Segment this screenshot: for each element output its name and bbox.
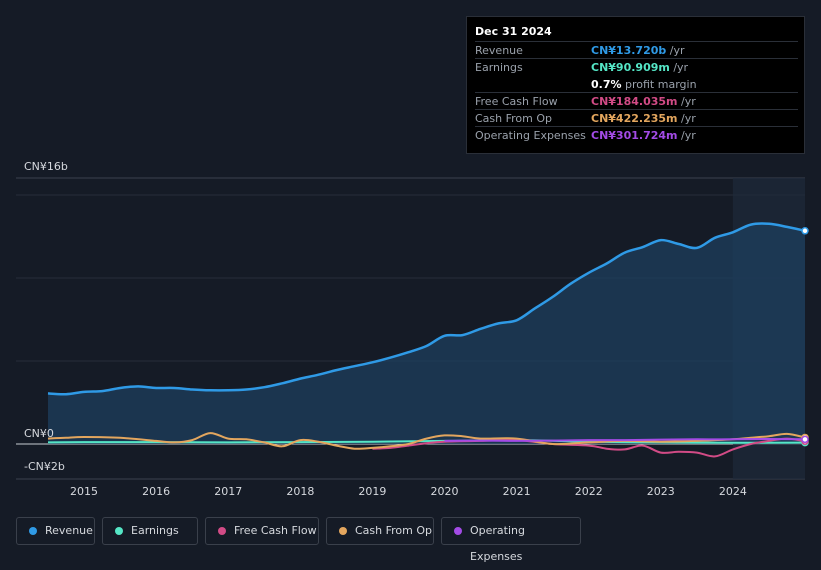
legend-item-earnings[interactable]: Earnings <box>102 517 198 545</box>
x-tick-label: 2019 <box>358 485 386 498</box>
x-tick-label: 2016 <box>142 485 170 498</box>
series-end-marker-revenue <box>801 227 809 235</box>
x-tick-label: 2021 <box>503 485 531 498</box>
x-tick-label: 2020 <box>431 485 459 498</box>
series-line-operating-expenses <box>444 438 806 442</box>
legend-dot-icon <box>218 527 226 535</box>
legend-dot-icon <box>339 527 347 535</box>
x-tick-label: 2017 <box>214 485 242 498</box>
tooltip-label: Cash From Op <box>475 112 553 125</box>
legend-item-operating-expenses[interactable]: Operating Expenses <box>441 517 581 563</box>
legend-label: Free Cash Flow <box>234 524 317 537</box>
tooltip-row-cash-from-op: Cash From Op CN¥422.235m /yr <box>475 109 798 127</box>
tooltip-label: Earnings <box>475 61 523 74</box>
y-axis-labels: CN¥16b CN¥0 -CN¥2b <box>24 160 68 473</box>
tooltip-row-revenue: Revenue CN¥13.720b /yr <box>475 41 798 59</box>
tooltip-label: Revenue <box>475 44 523 57</box>
legend-item-revenue[interactable]: Revenue <box>16 517 95 545</box>
x-tick-label: 2018 <box>286 485 314 498</box>
tooltip-panel: Dec 31 2024 Revenue CN¥13.720b /yr Earni… <box>466 16 805 154</box>
legend-label: Operating Expenses <box>470 524 525 563</box>
legend-item-free-cash-flow[interactable]: Free Cash Flow <box>205 517 319 545</box>
series-lines <box>47 222 806 458</box>
legend-label: Revenue <box>45 524 93 537</box>
legend-label: Cash From Op <box>355 524 433 537</box>
tooltip-label: Free Cash Flow <box>475 95 558 108</box>
legend-label: Earnings <box>131 524 179 537</box>
legend-dot-icon <box>454 527 462 535</box>
y-tick-label: CN¥0 <box>24 427 54 440</box>
y-tick-label: CN¥16b <box>24 160 68 173</box>
x-tick-label: 2022 <box>575 485 603 498</box>
tooltip-value: CN¥13.720b /yr <box>591 44 685 57</box>
tooltip-value: CN¥90.909m /yr <box>591 61 689 74</box>
x-axis-labels: 2015 2016 2017 2018 2019 2020 2021 2022 2023 2024 <box>70 485 747 498</box>
tooltip-value: CN¥184.035m /yr <box>591 95 696 108</box>
series-end-markers <box>801 227 809 447</box>
tooltip-date: Dec 31 2024 <box>475 25 552 38</box>
series-line-cash-from-op <box>47 432 806 450</box>
x-tick-label: 2015 <box>70 485 98 498</box>
tooltip-profit-margin: 0.7% profit margin <box>591 78 697 91</box>
series-line-revenue <box>47 222 806 396</box>
series-line-free-cash-flow <box>372 437 806 458</box>
series-areas <box>48 223 805 444</box>
tooltip-row-operating-expenses: Operating Expenses CN¥301.724m /yr <box>475 126 798 144</box>
series-end-marker-operating-expenses <box>801 435 809 444</box>
tooltip-value: CN¥301.724m /yr <box>591 129 696 142</box>
legend-dot-icon <box>115 527 123 535</box>
y-tick-label: -CN¥2b <box>24 460 65 473</box>
tooltip-value: CN¥422.235m /yr <box>591 112 696 125</box>
x-tick-label: 2024 <box>719 485 747 498</box>
legend-item-cash-from-op[interactable]: Cash From Op <box>326 517 434 545</box>
tooltip-row-earnings: Earnings CN¥90.909m /yr <box>475 58 798 76</box>
tooltip-label: Operating Expenses <box>475 129 586 142</box>
tooltip-row-free-cash-flow: Free Cash Flow CN¥184.035m /yr <box>475 92 798 110</box>
series-area-revenue <box>48 223 805 444</box>
legend-dot-icon <box>29 527 37 535</box>
x-tick-label: 2023 <box>647 485 675 498</box>
